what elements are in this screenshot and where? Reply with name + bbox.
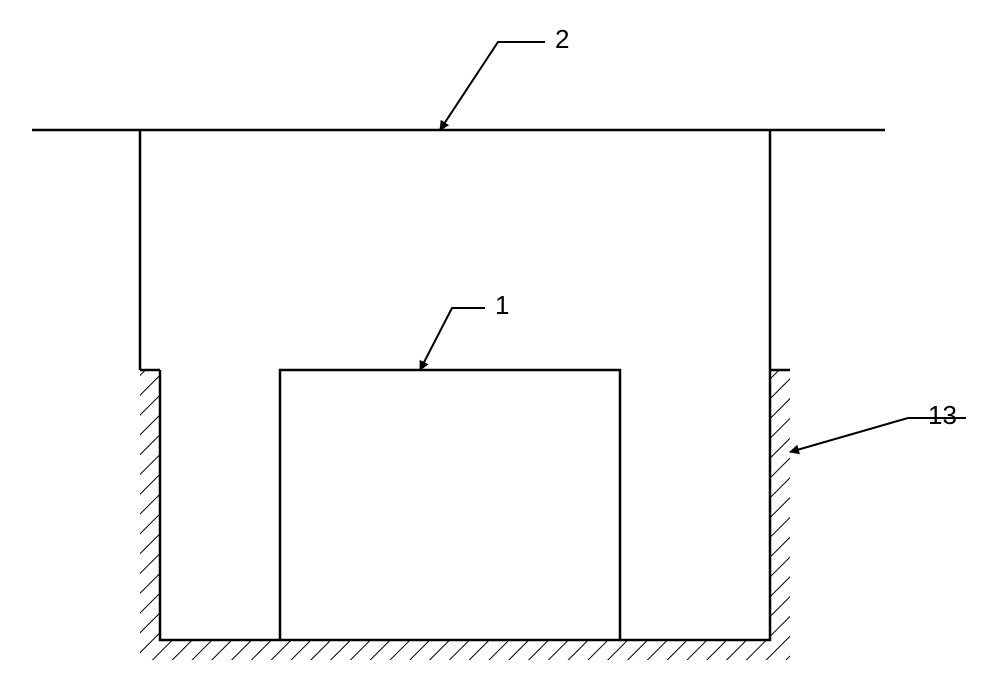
diagram-svg (0, 0, 1000, 693)
callout-label-right: 13 (928, 400, 957, 431)
diagram-stage: 2 1 13 (0, 0, 1000, 693)
callout-label-top: 2 (555, 24, 569, 55)
callout-label-inner: 1 (495, 290, 509, 321)
